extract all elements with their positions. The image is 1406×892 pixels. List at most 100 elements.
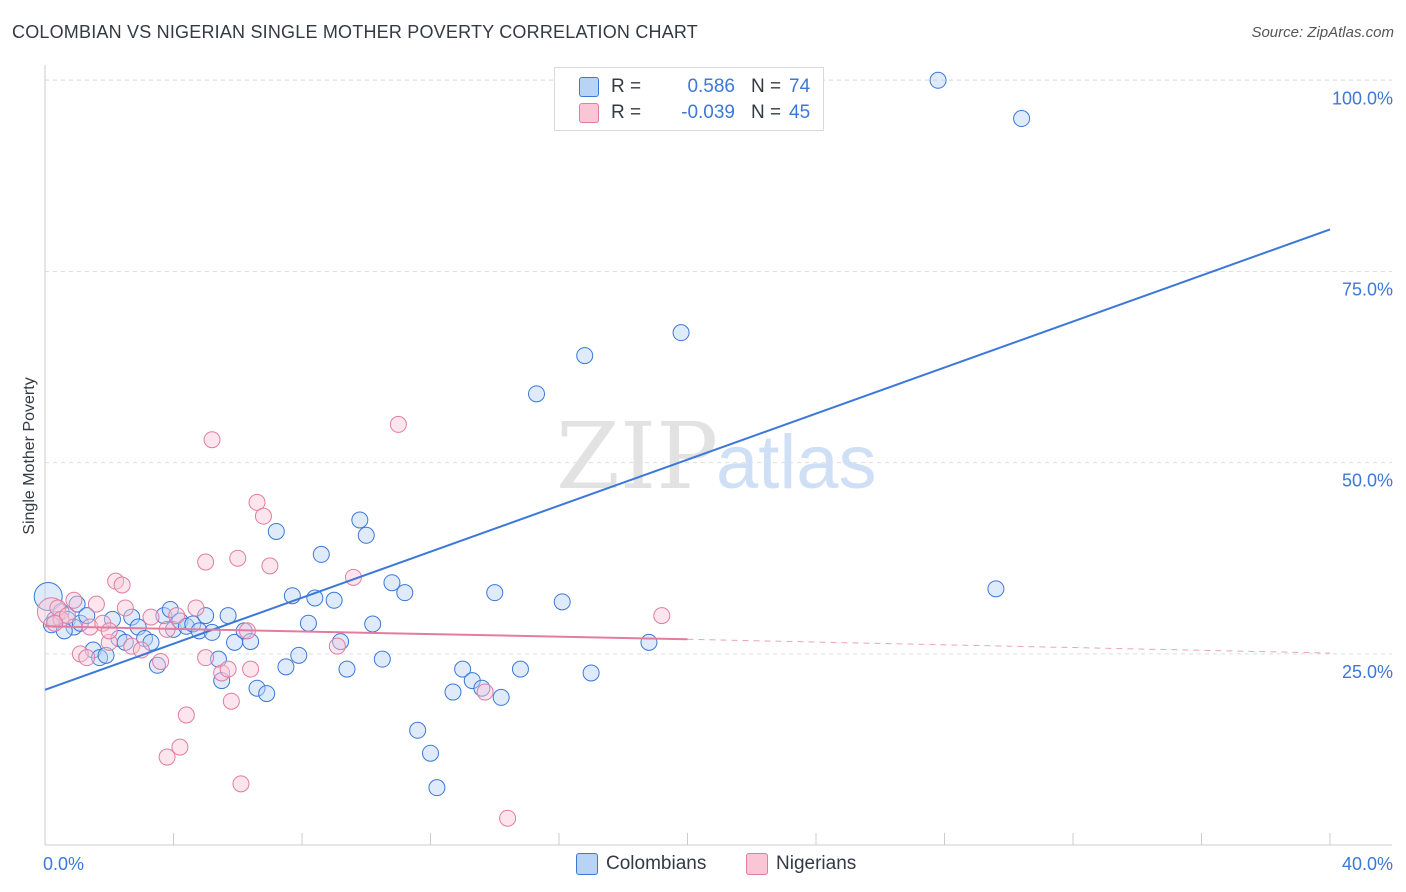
colombian-point <box>258 685 276 703</box>
nigerian-point <box>229 549 247 567</box>
colombian-point <box>97 646 115 664</box>
nigerian-point <box>499 809 517 827</box>
y-axis-label: Single Mother Poverty <box>21 377 38 534</box>
axes <box>44 65 1392 846</box>
colombian-point <box>409 721 427 739</box>
colombian-point <box>422 744 439 762</box>
nigerian-point <box>197 553 215 571</box>
nigerian-point <box>219 660 237 678</box>
colombian-point <box>528 385 546 403</box>
colombian-point <box>929 71 947 89</box>
colombian-point <box>338 660 356 678</box>
legend: R = 0.586 N = 74 R = -0.039 N = 45 <box>554 67 824 131</box>
bottom-legend-label-nigerians: Nigerians <box>776 853 857 874</box>
colombian-point <box>444 683 462 701</box>
nigerian-point <box>389 415 407 433</box>
bottom-legend-label-colombians: Colombians <box>606 853 707 874</box>
colombian-point <box>242 633 260 651</box>
x-tick-label: 0.0% <box>43 854 84 874</box>
colombian-point <box>486 584 504 602</box>
colombian-point <box>364 615 382 633</box>
colombian-point <box>290 646 308 664</box>
y-tick-label: 100.0% <box>1332 88 1393 108</box>
colombian-point <box>248 679 266 697</box>
colombian-point <box>582 664 600 682</box>
nigerian-point <box>197 649 215 667</box>
nigerian-point <box>171 738 189 756</box>
tick-labels: 25.0% 50.0% 75.0% 100.0% 0.0% 40.0% <box>43 88 1393 874</box>
colombian-point <box>576 347 594 365</box>
colombian-point <box>987 580 1005 598</box>
bottom-legend-colombians: Colombians <box>576 852 706 876</box>
nigerian-point <box>254 507 272 525</box>
nigerian-point <box>152 652 170 670</box>
nigerian-point <box>222 692 240 710</box>
nigerian-point <box>142 608 160 626</box>
colombian-point <box>383 574 401 592</box>
colombian-point <box>184 615 202 633</box>
legend-r-label: R = <box>611 102 642 123</box>
bottom-legend-swatch-colombians <box>576 853 598 875</box>
colombian-point <box>640 633 658 651</box>
x-tick-label: 40.0% <box>1342 854 1393 874</box>
colombian-point <box>492 688 510 706</box>
nigerian-point <box>123 637 141 655</box>
nigerian-trend-line <box>44 625 688 641</box>
nigerian-point <box>65 591 83 609</box>
colombian-point <box>357 526 375 544</box>
nigerian-point <box>203 431 221 449</box>
legend-n-value: 45 <box>789 102 811 123</box>
nigerian-point <box>168 607 186 625</box>
colombian-point <box>277 658 295 676</box>
nigerian-point <box>78 649 96 667</box>
nigerian-point <box>100 622 118 640</box>
nigerian-point <box>476 683 494 701</box>
colombian-point <box>325 591 343 609</box>
bottom-legend-swatch-nigerians <box>746 853 768 875</box>
watermark-atlas: atlas <box>716 420 877 505</box>
colombian-point <box>161 600 179 618</box>
grid-lines <box>45 79 1392 655</box>
bottom-legend-nigerians: Nigerians <box>746 852 856 876</box>
nigerian-point <box>261 557 279 575</box>
colombian-point <box>351 511 369 529</box>
colombian-point <box>373 650 391 668</box>
nigerian-point <box>242 660 260 678</box>
watermark: ZIP atlas <box>556 403 877 510</box>
colombian-point <box>299 614 317 632</box>
source-credit: Source: ZipAtlas.com <box>1251 24 1394 41</box>
colombian-point <box>155 607 173 625</box>
colombian-point <box>428 779 446 797</box>
nigerian-point <box>87 595 105 613</box>
colombian-point <box>312 545 330 563</box>
legend-row-nigerians: R = -0.039 N = 45 <box>579 100 810 126</box>
legend-r-value: 0.586 <box>687 76 735 97</box>
colombian-point <box>553 593 571 611</box>
trend-lines <box>44 228 1331 691</box>
colombian-point <box>1013 110 1031 128</box>
nigerian-point <box>113 576 131 594</box>
colombian-point <box>511 660 529 678</box>
colombian-point <box>91 649 109 667</box>
colombian-point <box>33 581 63 611</box>
nigerian-point <box>248 493 266 511</box>
colombian-point <box>267 522 285 540</box>
legend-r-label: R = <box>611 76 642 97</box>
legend-n-label: N = <box>751 102 782 123</box>
colombian-point <box>454 660 472 678</box>
nigerian-point <box>328 637 346 655</box>
watermark-zip: ZIP <box>556 403 718 510</box>
nigerian-trend-line-extrapolated <box>687 638 1331 654</box>
data-points <box>33 71 1031 827</box>
legend-n-label: N = <box>751 76 782 97</box>
legend-row-colombians: R = 0.586 N = 74 <box>579 74 810 100</box>
colombian-point <box>177 617 195 635</box>
colombian-point <box>332 633 350 651</box>
legend-swatch-nigerians <box>579 103 599 123</box>
colombian-point <box>396 584 414 602</box>
colombian-point <box>123 608 141 626</box>
y-tick-label: 25.0% <box>1342 662 1393 682</box>
nigerian-point <box>116 599 134 617</box>
chart-title: COLOMBIAN VS NIGERIAN SINGLE MOTHER POVE… <box>12 22 698 42</box>
